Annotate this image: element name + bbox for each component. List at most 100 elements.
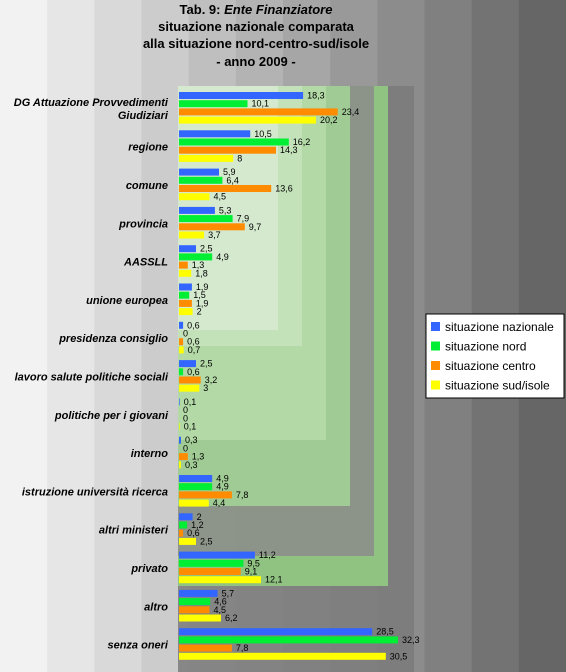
data-label: 4,5	[214, 192, 227, 202]
bar	[179, 483, 213, 491]
data-label: 23,4	[342, 107, 360, 117]
category-label: Giudiziari	[118, 110, 169, 122]
data-label: 1,9	[196, 298, 209, 308]
bar	[179, 652, 386, 660]
category-label: comune	[126, 180, 168, 192]
bar	[179, 551, 255, 559]
title-line-1: Tab. 9: Ente Finanziatore	[180, 2, 333, 17]
data-label: 2,5	[200, 359, 213, 369]
background-stripe	[94, 0, 143, 672]
legend-label: situazione centro	[445, 359, 536, 373]
data-label: 9,7	[249, 222, 262, 232]
data-label: 8	[237, 153, 242, 163]
bar	[179, 223, 245, 231]
legend-box	[425, 313, 565, 399]
data-label: 1,3	[192, 260, 205, 270]
decorative-rectangles	[178, 86, 414, 672]
bar	[179, 138, 289, 146]
data-label: 0	[183, 405, 188, 415]
bar	[179, 614, 221, 622]
data-label: 4,4	[213, 498, 226, 508]
bar	[179, 491, 232, 499]
data-label: 28,5	[376, 627, 394, 637]
data-label: 2	[197, 307, 202, 317]
data-label: 16,2	[293, 137, 311, 147]
bar	[179, 154, 234, 162]
bars	[179, 92, 398, 660]
data-label: 2	[197, 512, 202, 522]
bar	[179, 206, 215, 214]
bar	[179, 628, 373, 636]
data-label: 0,6	[187, 528, 200, 538]
data-label: 4,5	[214, 605, 227, 615]
bar	[179, 193, 210, 201]
bar	[179, 215, 233, 223]
legend-label: situazione nord	[445, 340, 526, 354]
data-label: 1,5	[193, 290, 206, 300]
bar	[179, 513, 193, 521]
bar	[179, 185, 272, 192]
data-label: 20,2	[320, 115, 338, 125]
category-label: provincia	[118, 218, 168, 230]
bar	[179, 384, 200, 392]
bar	[179, 360, 196, 368]
bar	[179, 423, 180, 430]
bar	[179, 537, 196, 545]
data-label: 3,2	[205, 375, 218, 385]
legend: situazione nazionale situazione nord situa…	[425, 313, 565, 399]
data-label: 0,7	[188, 345, 201, 355]
data-label: 0	[183, 443, 188, 453]
background-stripe	[0, 0, 49, 672]
legend-swatch	[431, 341, 440, 351]
category-label: unione europea	[86, 295, 168, 307]
title-line-3: alla situazione nord-centro-sud/isole	[143, 36, 369, 51]
legend-swatch	[431, 361, 440, 370]
data-label: 0,1	[184, 422, 197, 432]
category-label: senza oneri	[107, 640, 168, 652]
bar	[179, 346, 184, 354]
bar	[179, 606, 210, 614]
data-label: 0,6	[187, 337, 200, 347]
data-label: 0,6	[187, 367, 200, 377]
data-label: 10,1	[252, 99, 270, 109]
bar	[179, 376, 201, 384]
data-label: 0	[183, 329, 188, 339]
category-label: altro	[144, 601, 168, 613]
bar	[179, 559, 244, 567]
bar	[179, 475, 213, 482]
bar	[179, 436, 181, 444]
data-label: 1,8	[195, 268, 208, 278]
bar	[179, 529, 184, 537]
bar	[179, 176, 223, 184]
legend-label: situazione nazionale	[445, 320, 554, 334]
bar	[179, 499, 209, 507]
bar	[179, 283, 192, 291]
data-label: 6,4	[226, 175, 239, 185]
legend-items: situazione nazionale situazione nord situa…	[431, 320, 554, 393]
data-label: 18,3	[307, 91, 325, 101]
bar	[179, 245, 196, 253]
title-line-1-prefix: Tab. 9:	[180, 2, 225, 17]
bar	[179, 644, 232, 652]
bar	[179, 108, 338, 116]
data-label: 1,3	[192, 452, 205, 462]
data-label: 7,9	[237, 214, 250, 224]
data-label: 12,1	[265, 575, 283, 585]
data-label: 5,7	[222, 588, 235, 598]
bar	[179, 368, 184, 376]
title-line-1-italic: Ente Finanziatore	[224, 2, 332, 17]
bar	[179, 146, 276, 154]
category-label: politiche per i giovani	[54, 410, 169, 422]
category-label: AASSLL	[123, 257, 168, 269]
category-label: interno	[131, 448, 169, 460]
bar	[179, 636, 398, 644]
data-label: 7,8	[236, 490, 249, 500]
data-label: 6,2	[225, 613, 238, 623]
bar	[179, 338, 184, 346]
data-label: 0,3	[185, 435, 198, 445]
category-label: regione	[128, 142, 168, 154]
category-label: lavoro salute politiche sociali	[15, 372, 169, 384]
bar	[179, 521, 188, 529]
data-label: 32,3	[402, 635, 420, 645]
